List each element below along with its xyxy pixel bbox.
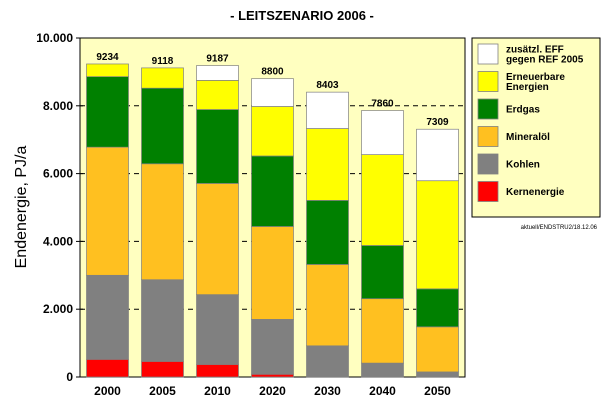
bar-segment (196, 364, 239, 378)
y-tick-label: 0 (66, 370, 73, 384)
x-tick-label: 2010 (204, 384, 231, 398)
bar-segment (361, 245, 404, 300)
legend-label: Mineralöl (506, 132, 550, 143)
bar-segment (86, 274, 129, 360)
bar-segment (416, 288, 459, 328)
y-axis-label: Endenergie, PJ/a (13, 146, 30, 269)
bars-group: 9234 9118 9187 8800 8403 7860 7309 (86, 52, 459, 378)
bar-segment (306, 128, 349, 201)
legend-label: gegen REF 2005 (506, 55, 584, 66)
legend-swatch (477, 43, 499, 65)
bar-segment (86, 63, 129, 77)
total-label: 9118 (152, 56, 174, 67)
legend-swatch (477, 98, 499, 120)
legend-swatch (477, 181, 499, 202)
bar-segment (141, 361, 184, 378)
bar-segment (196, 109, 239, 184)
total-label: 9234 (96, 52, 119, 63)
y-tick-label: 6.000 (43, 167, 73, 181)
legend-label: Kernenergie (506, 187, 565, 198)
bar-segment (416, 128, 459, 182)
legend-label: zusätzl. EFF (506, 45, 564, 56)
legend-swatch (477, 126, 499, 147)
legend-label: Energien (506, 82, 549, 93)
legend-label: Erdgas (506, 105, 540, 116)
legend-swatch (477, 153, 499, 175)
footnote: aktuell/ENDSTRU2/18.12.06 (521, 225, 598, 231)
y-tick-label: 10.000 (36, 31, 73, 45)
x-tick-label: 2005 (149, 384, 176, 398)
bar-segment (86, 76, 129, 148)
y-tick-label: 2.000 (43, 302, 73, 316)
bar-segment (306, 200, 349, 265)
bar-segment (361, 362, 404, 378)
total-label: 8800 (261, 67, 284, 78)
bar-segment (251, 155, 294, 227)
bar-segment (196, 294, 239, 365)
x-tick-label: 2000 (94, 384, 121, 398)
legend-label: Kohlen (506, 160, 540, 171)
bar-segment (306, 345, 349, 378)
bar-segment (196, 183, 239, 295)
axes-group: 0 2.000 4.000 6.000 8.000 10.000 2000 2005 2010 2… (36, 31, 451, 398)
chart-title: - LEITSZENARIO 2006 - (230, 8, 374, 23)
bar-segment (251, 78, 294, 107)
legend-swatch (477, 71, 499, 92)
bar-segment (141, 163, 184, 281)
legend-label: Erneuerbare (506, 72, 565, 83)
bar-segment (251, 226, 294, 320)
bar-segment (416, 371, 459, 378)
x-tick-label: 2040 (369, 384, 396, 398)
bar-segment (416, 326, 459, 373)
bar-segment (141, 279, 184, 362)
bar-segment (196, 80, 239, 110)
total-label: 8403 (316, 80, 339, 91)
bar-segment (306, 91, 349, 129)
bar-segment (251, 106, 294, 157)
x-tick-label: 2020 (259, 384, 286, 398)
bar-segment (86, 146, 129, 276)
total-label: 9187 (206, 54, 229, 65)
x-tick-label: 2030 (314, 384, 341, 398)
total-label: 7309 (426, 117, 449, 128)
bar-segment (196, 65, 239, 81)
bar-segment (86, 359, 129, 378)
bar-segment (361, 154, 404, 246)
total-label: 7860 (371, 99, 394, 110)
y-tick-label: 4.000 (43, 234, 73, 248)
bar-segment (416, 180, 459, 290)
bar-segment (361, 110, 404, 155)
bar-segment (141, 87, 184, 165)
bar-segment (306, 264, 349, 347)
bar-segment (251, 373, 294, 378)
y-tick-label: 8.000 (43, 99, 73, 113)
x-tick-label: 2050 (424, 384, 451, 398)
bar-segment (141, 67, 184, 89)
bar-segment (361, 298, 404, 364)
bar-segment (251, 319, 294, 375)
